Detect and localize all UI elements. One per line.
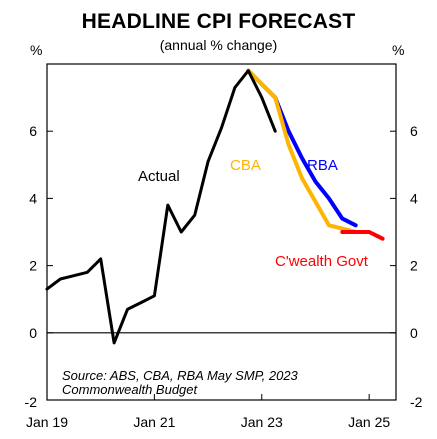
annotation-cba: CBA bbox=[230, 157, 261, 174]
y-tick-label-left: 0 bbox=[29, 325, 37, 341]
y-axis-unit-left: % bbox=[30, 42, 43, 58]
x-tick-label: Jan 21 bbox=[133, 414, 175, 430]
y-tick-label-right: 2 bbox=[410, 258, 418, 274]
chart-subtitle: (annual % change) bbox=[159, 37, 278, 53]
y-tick-label-left: 4 bbox=[29, 190, 37, 206]
chart-title: HEADLINE CPI FORECAST bbox=[81, 10, 356, 33]
series-line-cba bbox=[246, 68, 358, 234]
source-line-2: Commonwealth Budget bbox=[62, 382, 199, 397]
annotation-actual: Actual bbox=[138, 168, 180, 185]
x-tick-label: Jan 23 bbox=[241, 414, 283, 430]
y-axis-unit-right: % bbox=[392, 42, 405, 58]
plot-area-frame bbox=[46, 63, 397, 401]
x-tick-label: Jan 19 bbox=[26, 414, 68, 430]
x-tick-label: Jan 25 bbox=[348, 414, 390, 430]
y-tick-label-left: 6 bbox=[29, 123, 37, 139]
source-line-1: Source: ABS, CBA, RBA May SMP, 2023 bbox=[62, 368, 299, 383]
series-line-rba bbox=[246, 68, 358, 228]
y-tick-label-right: 0 bbox=[410, 325, 418, 341]
y-tick-label-right: 6 bbox=[410, 123, 418, 139]
y-tick-label-right: 4 bbox=[410, 190, 418, 206]
series-line-actual bbox=[45, 69, 277, 345]
annotation-cwealth-govt: C'wealth Govt bbox=[275, 253, 369, 270]
y-tick-label-left: -2 bbox=[25, 394, 38, 410]
y-tick-label-left: 2 bbox=[29, 258, 37, 274]
annotation-rba: RBA bbox=[307, 157, 338, 174]
series-line-c-wealth-govt bbox=[340, 230, 385, 241]
y-tick-label-right: -2 bbox=[410, 394, 423, 410]
